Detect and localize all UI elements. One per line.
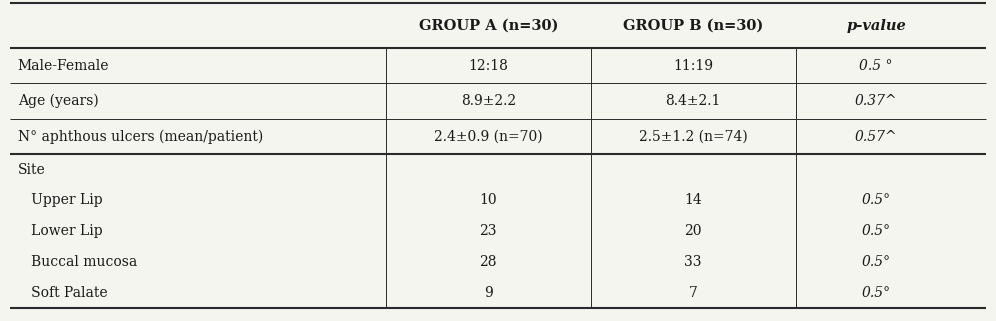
- Text: 10: 10: [479, 194, 497, 207]
- Text: 12:18: 12:18: [468, 59, 508, 73]
- Text: 0.5°: 0.5°: [862, 224, 890, 238]
- Text: 0.37^: 0.37^: [855, 94, 897, 108]
- Text: 0.5 °: 0.5 °: [860, 59, 893, 73]
- Text: Male-Female: Male-Female: [18, 59, 110, 73]
- Text: 23: 23: [479, 224, 497, 238]
- Text: 0.5°: 0.5°: [862, 255, 890, 269]
- Text: 2.4±0.9 (n=70): 2.4±0.9 (n=70): [434, 129, 543, 143]
- Text: 20: 20: [684, 224, 702, 238]
- Text: 8.9±2.2: 8.9±2.2: [461, 94, 516, 108]
- Text: GROUP B (n=30): GROUP B (n=30): [623, 19, 763, 32]
- Text: 0.5°: 0.5°: [862, 286, 890, 300]
- Text: 8.4±2.1: 8.4±2.1: [665, 94, 721, 108]
- Text: N° aphthous ulcers (mean/patient): N° aphthous ulcers (mean/patient): [18, 129, 263, 144]
- Text: 0.57^: 0.57^: [855, 129, 897, 143]
- Text: 33: 33: [684, 255, 702, 269]
- Text: Soft Palate: Soft Palate: [18, 286, 108, 300]
- Text: p-value: p-value: [847, 19, 906, 32]
- Text: 14: 14: [684, 194, 702, 207]
- Text: 11:19: 11:19: [673, 59, 713, 73]
- Text: 28: 28: [479, 255, 497, 269]
- Text: 9: 9: [484, 286, 493, 300]
- Text: GROUP A (n=30): GROUP A (n=30): [418, 19, 558, 32]
- Text: 2.5±1.2 (n=74): 2.5±1.2 (n=74): [638, 129, 748, 143]
- Text: Buccal mucosa: Buccal mucosa: [18, 255, 137, 269]
- Text: 7: 7: [689, 286, 697, 300]
- Text: Age (years): Age (years): [18, 94, 99, 108]
- Text: Site: Site: [18, 163, 46, 177]
- Text: Lower Lip: Lower Lip: [18, 224, 103, 238]
- Text: Upper Lip: Upper Lip: [18, 194, 103, 207]
- Text: 0.5°: 0.5°: [862, 194, 890, 207]
